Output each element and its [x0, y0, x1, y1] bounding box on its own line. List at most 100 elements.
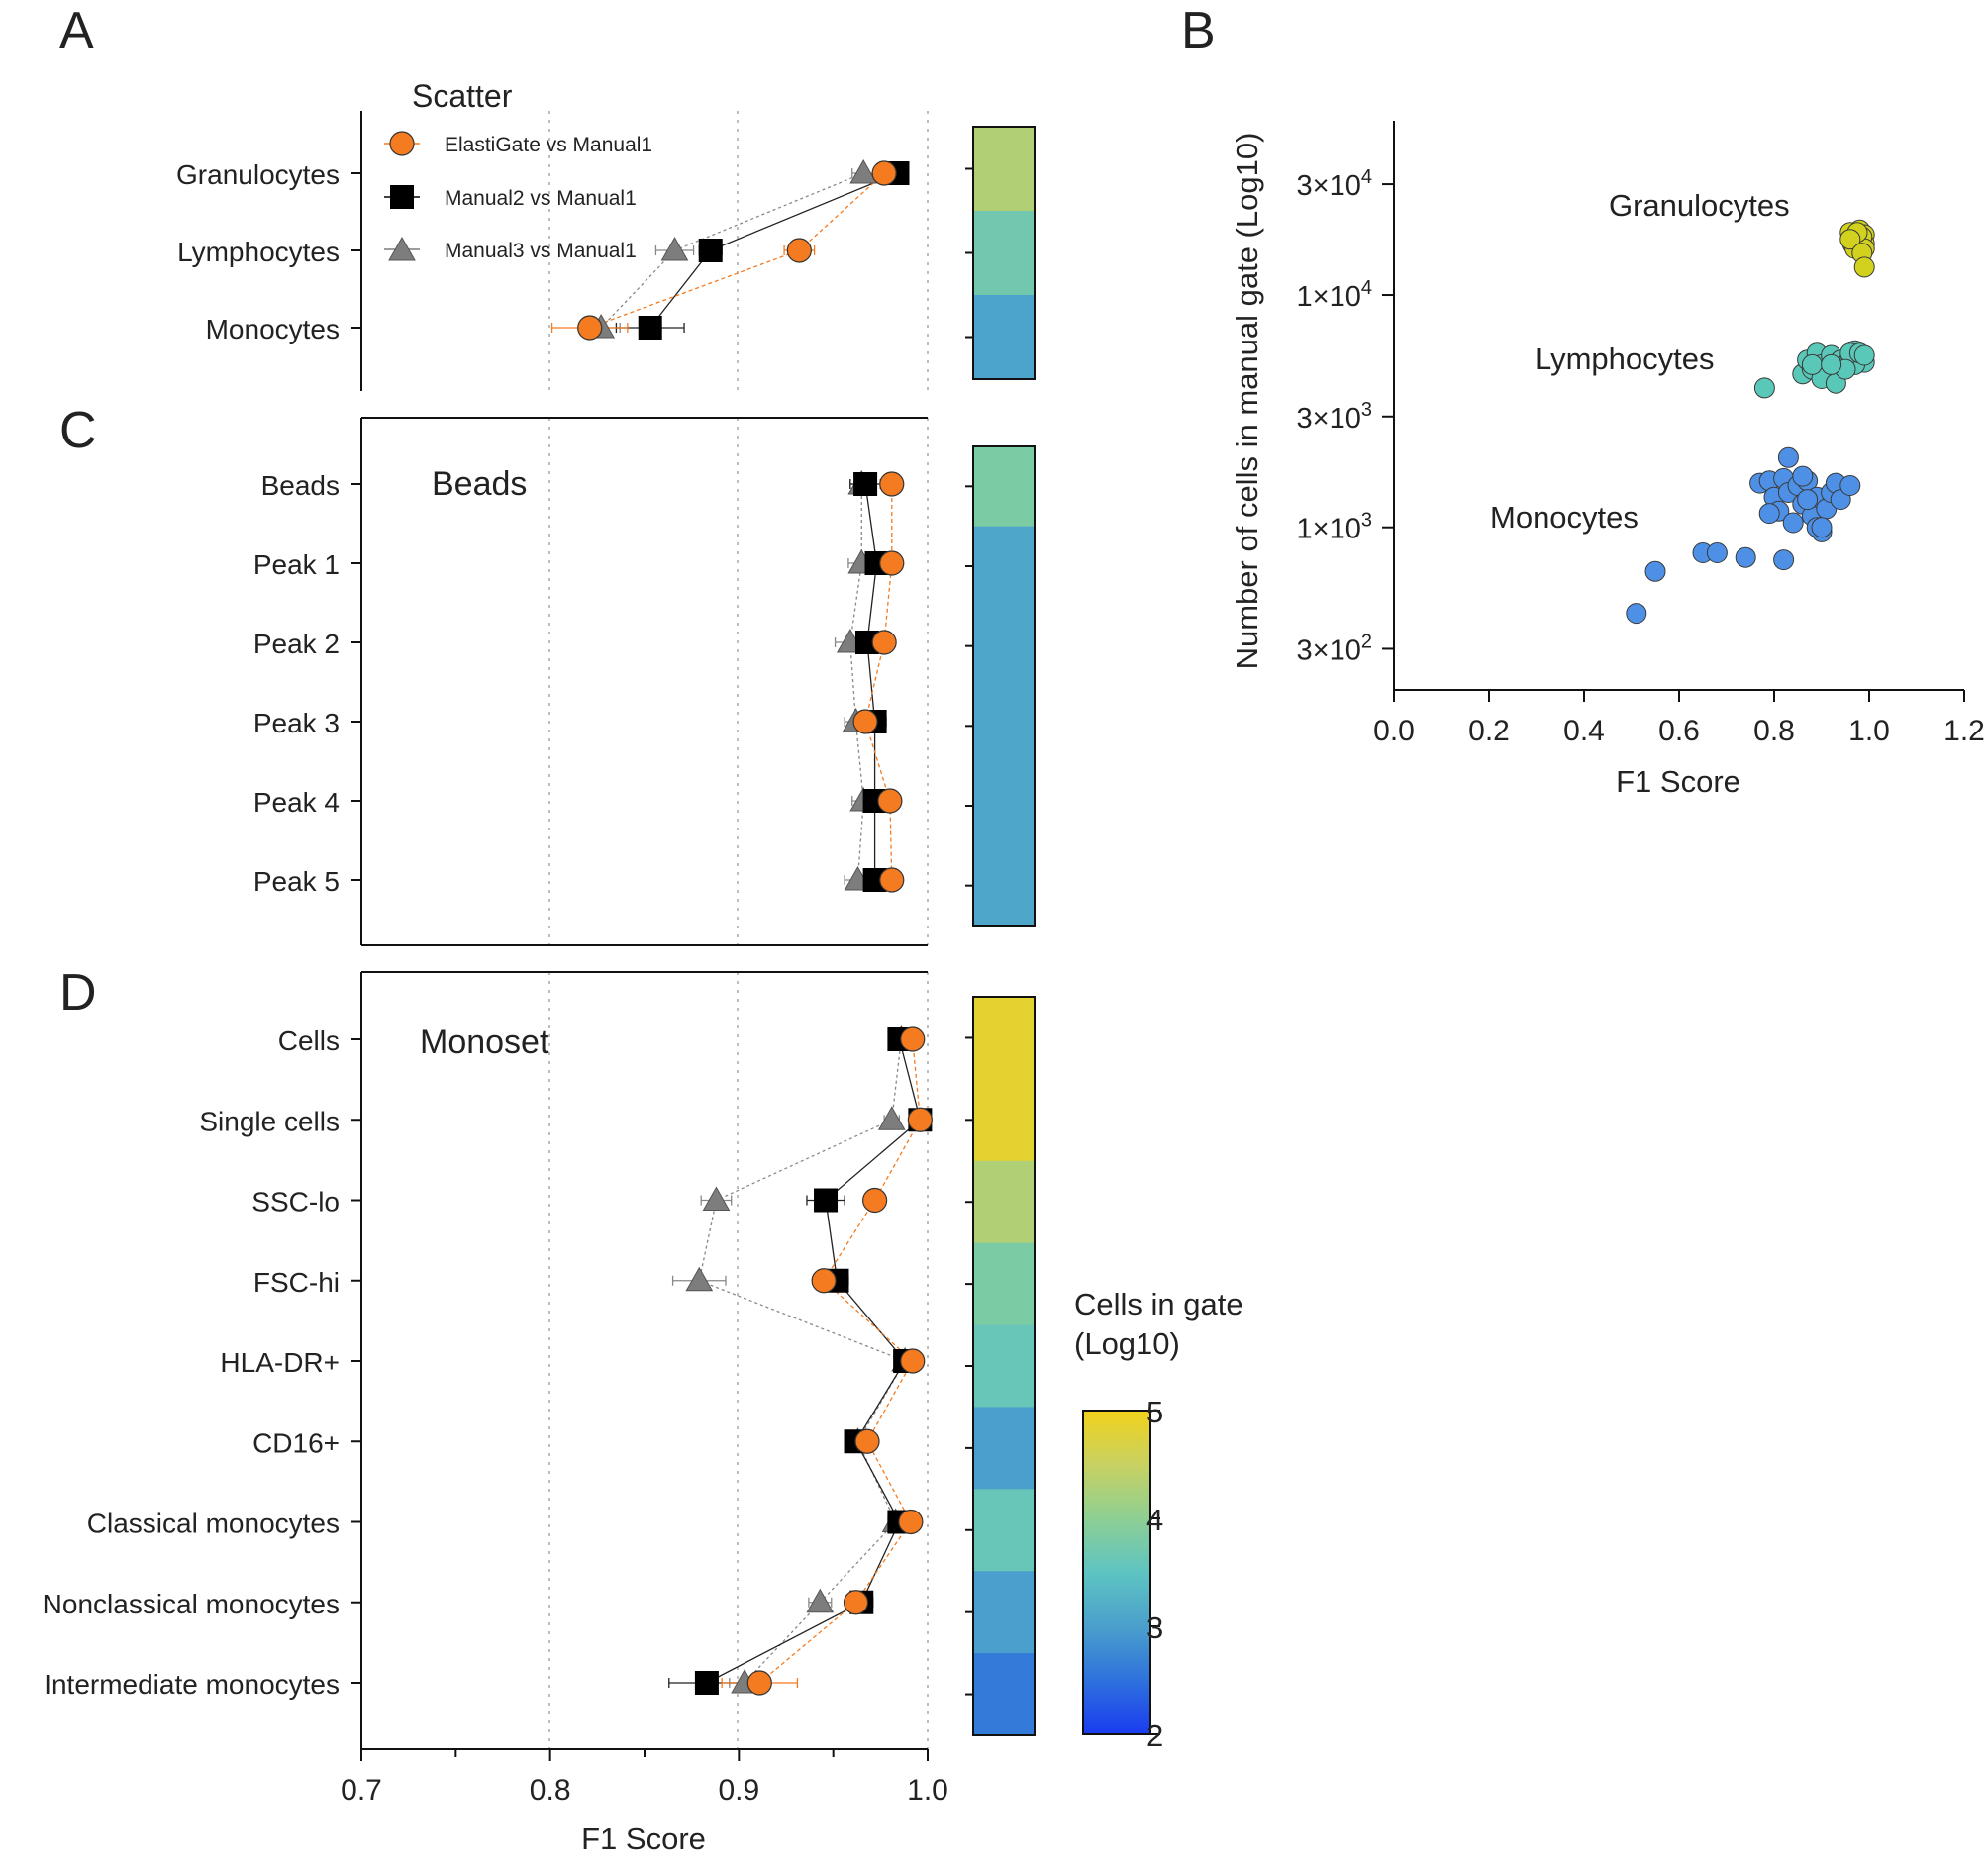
panel-a-marker-elastigate-vs-manual1 [871, 160, 897, 186]
panel-b-x-axis-label: F1 Score [1616, 764, 1740, 799]
panel-b-xtick-label-0-4: 0.4 [1563, 715, 1605, 747]
panel-d-marker-manual3-vs-manual1 [685, 1266, 714, 1292]
panel-b-chart: 3×104 1×104 3×103 1×103 3×102 0.0 0.2 0.4 0.6 0.… [1230, 121, 1985, 799]
legend: ElastiGate vs Manual1 Manual2 vs Manual1… [384, 131, 652, 262]
colorbar-tick-5: 5 [1146, 1395, 1163, 1429]
panel-c-heat-cell [973, 606, 1035, 687]
panel-a-heat-border [972, 126, 1036, 380]
panel-d-heat-cell [973, 1324, 1035, 1408]
panel-d-category-cd16: CD16+ [252, 1427, 340, 1458]
panel-b-y-axis-label: Number of cells in manual gate (Log10) [1230, 133, 1264, 670]
panel-b-ytick-label: 3×104 [1297, 166, 1372, 202]
panel-c-category-peak-1: Peak 1 [253, 549, 340, 580]
panel-letter-c: C [59, 402, 97, 459]
panel-letter-b: B [1181, 2, 1216, 59]
panel-d-category-nonclassical-monocytes: Nonclassical monocytes [43, 1589, 340, 1619]
panel-d-marker-elastigate-vs-manual1 [843, 1590, 869, 1615]
shared-xtick-label-0-8: 0.8 [530, 1774, 571, 1806]
panel-d-marker-manual3-vs-manual1 [877, 1106, 906, 1130]
panel-a-marker-manual2-vs-manual1 [638, 316, 662, 340]
panel-c-series-line-elastigate-vs-manual1 [864, 484, 893, 881]
panel-c-marker-elastigate-vs-manual1 [877, 788, 903, 814]
panel-b-ytick-label: 1×104 [1297, 277, 1372, 313]
panel-b-xtick-label-1-0: 1.0 [1848, 715, 1890, 747]
panel-d-marker-elastigate-vs-manual1 [900, 1026, 926, 1052]
panel-c-marker-elastigate-vs-manual1 [871, 630, 897, 655]
panel-d-marker-elastigate-vs-manual1 [854, 1428, 880, 1454]
panel-b-point-granulocytes [1839, 229, 1861, 250]
panel-c-category-beads: Beads [261, 470, 340, 501]
panel-b-point-monocytes [1797, 489, 1819, 511]
panel-a-marker-elastigate-vs-manual1 [786, 238, 812, 263]
panel-b-xtick-label-0-0: 0.0 [1373, 715, 1415, 747]
panel-d-heat-cell [973, 1653, 1035, 1736]
panel-d-marker-manual3-vs-manual1 [702, 1186, 731, 1211]
panel-d-marker-elastigate-vs-manual1 [907, 1107, 933, 1132]
panel-b-point-lymphocytes [1853, 344, 1875, 366]
panel-d-category-cells: Cells [278, 1025, 340, 1056]
panel-d-category-ssc-lo: SSC-lo [251, 1187, 340, 1218]
panel-c-heat-cell [973, 526, 1035, 607]
panel-d-marker-elastigate-vs-manual1 [900, 1348, 926, 1374]
panel-a-marker-manual3-vs-manual1 [660, 236, 689, 261]
panel-b-point-monocytes [1626, 603, 1647, 625]
panel-b-point-monocytes [1644, 560, 1666, 582]
panel-b-ytick-label: 1×103 [1297, 510, 1372, 545]
legend-square-icon [390, 185, 414, 209]
panel-c-chart: Beads Peak 1 Peak 2 Peak 3 Peak 4 Peak 5 Bead… [253, 417, 1036, 946]
panel-a-heatmap-strip [965, 126, 1036, 380]
panel-b-point-monocytes [1792, 465, 1814, 487]
panel-c-marker-manual2-vs-manual1 [853, 472, 878, 496]
panel-letter-a: A [59, 2, 94, 59]
panel-d-marker-manual2-vs-manual1 [814, 1188, 839, 1213]
panel-a-marker-manual2-vs-manual1 [698, 239, 723, 262]
panel-a-title: Scatter [412, 78, 513, 114]
panel-b-point-monocytes [1782, 512, 1804, 534]
panel-d-heat-cell [973, 1407, 1035, 1490]
panel-d-heat-cell [973, 1489, 1035, 1572]
panel-d-marker-elastigate-vs-manual1 [811, 1268, 837, 1294]
panel-b-point-monocytes [1735, 546, 1756, 568]
panel-d-category-single-cells: Single cells [199, 1106, 340, 1136]
panel-b-point-lymphocytes [1753, 377, 1775, 399]
legend-label-elastigate: ElastiGate vs Manual1 [445, 134, 652, 156]
colorbar-tick-4: 4 [1146, 1503, 1163, 1537]
panel-c-marker-elastigate-vs-manual1 [879, 550, 905, 576]
panel-d-series-line-manual3-vs-manual1 [698, 1038, 907, 1684]
panel-c-heatmap-strip [965, 445, 1036, 927]
panel-d-heatmap-strip [965, 996, 1036, 1736]
panel-c-series-line-manual2-vs-manual1 [864, 483, 878, 880]
panel-b-point-lymphocytes [1821, 353, 1842, 375]
panel-a-category-lymphocytes: Lymphocytes [177, 237, 340, 267]
panel-c-marker-elastigate-vs-manual1 [879, 867, 905, 893]
panel-d-category-classical-monocytes: Classical monocytes [87, 1509, 340, 1539]
panel-a-chart: Granulocytes Lymphocytes Monocytes Scatter… [176, 78, 1036, 391]
colorbar-tick-2: 2 [1146, 1718, 1163, 1753]
panel-d-heat-cell [973, 997, 1035, 1080]
panel-b-point-monocytes [1758, 503, 1780, 525]
legend-label-manual3: Manual3 vs Manual1 [445, 240, 637, 262]
panel-b-label-granulocytes: Granulocytes [1609, 188, 1790, 223]
panel-c-category-peak-5: Peak 5 [253, 866, 340, 897]
panel-d-chart: Cells Single cells SSC-lo FSC-hi HLA-DR+ CD16… [43, 971, 1036, 1854]
panel-a-series-line-manual3-vs-manual1 [600, 172, 864, 329]
panel-c-category-peak-3: Peak 3 [253, 708, 340, 738]
panel-d-category-hla-dr: HLA-DR+ [220, 1347, 340, 1378]
panel-d-marker-manual2-vs-manual1 [694, 1671, 719, 1695]
panel-c-heat-cell [973, 845, 1035, 927]
panel-c-heat-border [972, 445, 1036, 927]
shared-xtick-label-0-9: 0.9 [718, 1774, 759, 1806]
panel-letter-d: D [59, 964, 97, 1022]
panel-b-xtick-label-0-6: 0.6 [1658, 715, 1700, 747]
panel-b-ytick-label: 3×102 [1297, 631, 1372, 666]
panel-c-title: Beads [432, 465, 527, 503]
panel-d-heat-cell [973, 1078, 1035, 1162]
panel-b-point-monocytes [1839, 475, 1861, 496]
shared-xtick-label-1-0: 1.0 [907, 1774, 948, 1806]
panel-a-marker-elastigate-vs-manual1 [577, 315, 603, 341]
panel-c-marker-elastigate-vs-manual1 [852, 709, 878, 734]
panel-b-ytick-label: 3×103 [1297, 399, 1372, 435]
panel-a-category-monocytes: Monocytes [206, 314, 340, 344]
panel-b-xtick-label-0-2: 0.2 [1468, 715, 1510, 747]
